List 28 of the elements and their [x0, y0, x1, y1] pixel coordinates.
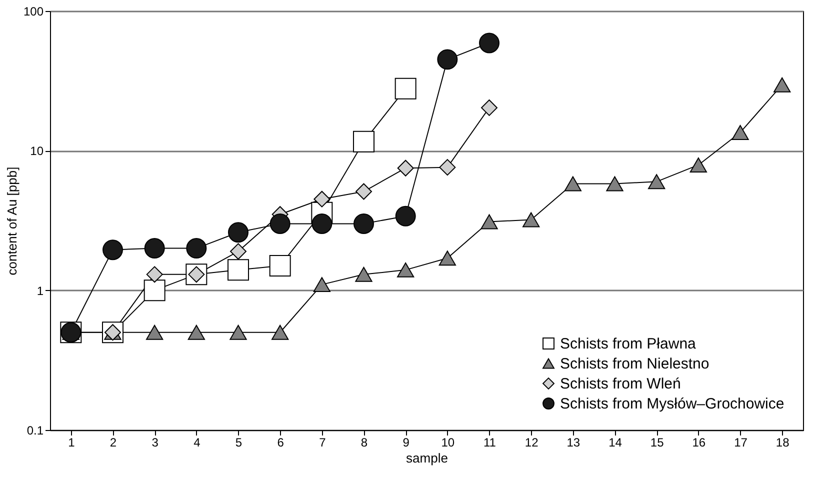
x-tick-label: 16: [692, 436, 706, 450]
y-tick-label: 10: [30, 144, 44, 158]
x-tick-label: 11: [484, 436, 496, 450]
x-tick-label: 12: [524, 436, 539, 450]
legend-label: Schists from Wleń: [560, 376, 681, 392]
x-axis-title: sample: [406, 450, 448, 466]
x-tick-label: 4: [194, 436, 201, 450]
y-tick-label: 1: [36, 284, 44, 298]
legend-label: Schists from Pławna: [560, 336, 697, 352]
x-tick-label: 7: [319, 436, 326, 450]
legend-label: Schists from Mysłów–Grochowice: [560, 396, 784, 412]
x-tick-label: 18: [776, 436, 790, 450]
x-tick-label: 2: [110, 436, 117, 450]
x-tick-label: 9: [402, 436, 410, 450]
y-axis-title: content of Au [ppb]: [4, 166, 20, 276]
legend-label: Schists from Nielestno: [560, 356, 710, 372]
y-tick-label: 0.1: [26, 424, 44, 438]
x-tick-label: 6: [277, 436, 284, 450]
x-tick-label: 1: [68, 436, 76, 450]
x-tick-label: 5: [235, 436, 242, 450]
y-tick-label: 100: [23, 4, 44, 18]
x-tick-label: 3: [152, 436, 159, 450]
x-tick-label: 8: [360, 436, 368, 450]
x-tick-label: 17: [734, 436, 748, 450]
x-tick-label: 15: [650, 436, 664, 450]
x-tick-label: 13: [566, 436, 580, 450]
x-tick-label: 14: [608, 436, 622, 450]
x-tick-label: 10: [441, 436, 455, 450]
